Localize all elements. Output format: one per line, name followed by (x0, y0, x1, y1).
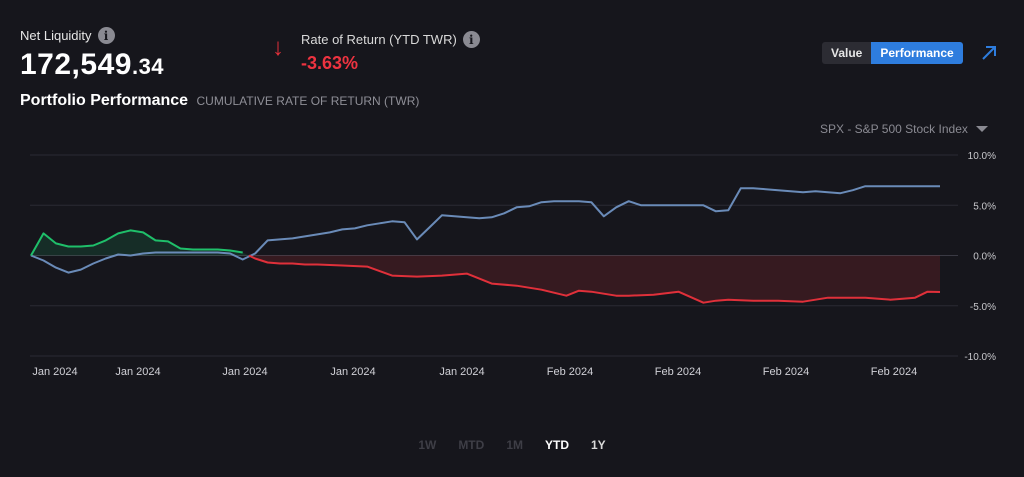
expand-icon[interactable] (980, 44, 998, 62)
portfolio-positive-area (31, 230, 249, 256)
down-arrow-icon: ↓ (272, 34, 284, 61)
range-1w-button[interactable]: 1W (418, 438, 437, 452)
x-tick-label: Jan 2024 (439, 366, 484, 378)
portfolio-negative-area (248, 255, 940, 303)
info-icon[interactable]: i (462, 31, 480, 48)
view-toggle: Value Performance (822, 42, 963, 64)
y-tick-label: -5.0% (970, 302, 996, 313)
benchmark-selector[interactable]: SPX - S&P 500 Stock Index (820, 122, 988, 136)
caret-down-icon (975, 126, 988, 132)
info-icon[interactable]: i (97, 27, 115, 44)
y-tick-label: 0.0% (973, 252, 996, 263)
x-tick-label: Feb 2024 (871, 366, 917, 378)
range-1y-button[interactable]: 1Y (590, 438, 606, 452)
net-liquidity-int: 172,549 (20, 48, 132, 81)
portfolio-performance-title: Portfolio Performance (20, 92, 189, 109)
net-liquidity-label-text: Net Liquidity (20, 28, 92, 43)
range-mtd-button[interactable]: MTD (458, 438, 485, 452)
performance-toggle-button[interactable]: Performance (871, 42, 963, 64)
x-tick-label: Feb 2024 (763, 366, 809, 378)
net-liquidity-value: 172,549.34 (20, 48, 164, 82)
x-tick-label: Feb 2024 (655, 366, 701, 378)
x-tick-label: Jan 2024 (222, 366, 267, 378)
chart-subtitle: CUMULATIVE RATE OF RETURN (TWR) (196, 94, 420, 108)
y-tick-label: 10.0% (968, 151, 996, 162)
rate-of-return-label-text: Rate of Return (YTD TWR) (301, 32, 457, 47)
y-tick-label: -10.0% (964, 352, 996, 363)
range-ytd-button[interactable]: YTD (544, 438, 569, 452)
x-tick-label: Jan 2024 (330, 366, 375, 378)
range-1m-button[interactable]: 1M (506, 438, 523, 452)
rate-of-return-label: Rate of Return (YTD TWR) i (301, 31, 480, 48)
x-tick-label: Jan 2024 (115, 366, 160, 378)
portfolio-line-negative (248, 254, 941, 304)
x-tick-label: Jan 2024 (32, 366, 77, 378)
net-liquidity-label: Net Liquidity i (20, 27, 115, 44)
performance-chart: 10.0% 5.0% 0.0% -5.0% -10.0% Jan 2024 Jan 2024… (30, 151, 996, 378)
range-selector: 1W MTD 1M YTD 1Y (0, 438, 1024, 452)
y-tick-label: 5.0% (973, 201, 996, 212)
value-toggle-button[interactable]: Value (822, 42, 872, 64)
page-title: Portfolio Performance CUMULATIVE RATE OF… (20, 92, 419, 110)
benchmark-label: SPX - S&P 500 Stock Index (820, 122, 968, 136)
portfolio-line-positive (30, 229, 243, 256)
rate-of-return-value: -3.63% (301, 53, 359, 73)
benchmark-line (30, 185, 940, 274)
x-tick-label: Feb 2024 (547, 366, 593, 378)
net-liquidity-decimals: .34 (131, 54, 165, 79)
